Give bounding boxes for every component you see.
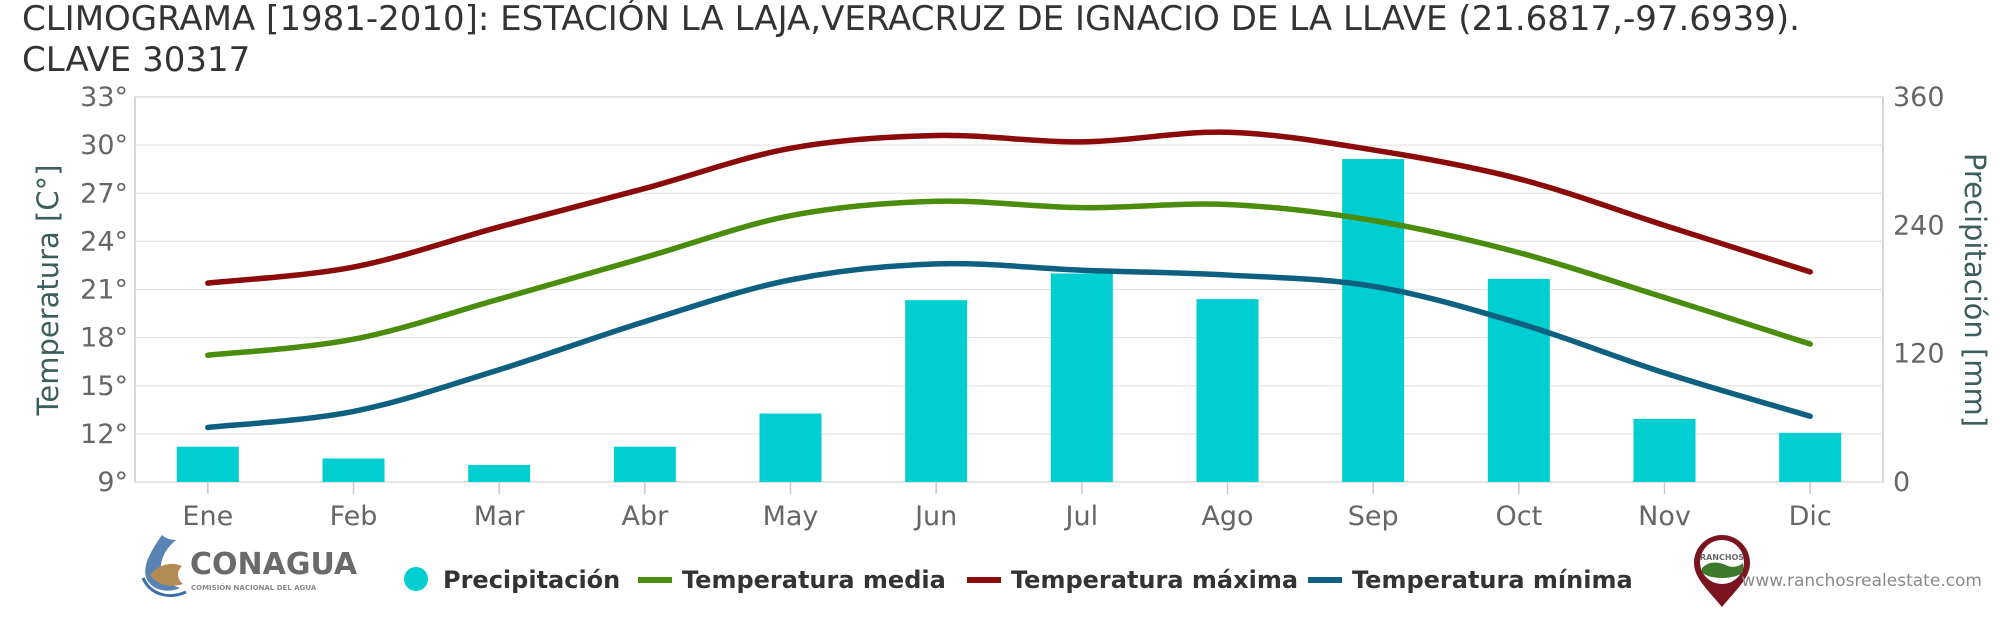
precipitation-bar: [1487, 278, 1550, 482]
legend-label-temperatura-maxima: Temperatura máxima: [1011, 566, 1298, 594]
y-axis-right-title: Precipitación [mm]: [1958, 153, 1992, 427]
conagua-subtitle: COMISIÓN NACIONAL DEL AGUA: [191, 583, 317, 592]
precipitation-bar: [1633, 418, 1696, 482]
y-left-tick-label: 12°: [80, 419, 128, 450]
y-right-tick-label: 0: [1893, 467, 1910, 498]
ranchos-mark: RANCHOS: [1700, 553, 1744, 562]
precipitation-bar: [1342, 159, 1405, 482]
legend-label-precipitacion: Precipitación: [443, 566, 620, 594]
precipitation-bar: [905, 300, 968, 482]
legend-label-temperatura-minima: Temperatura mínima: [1352, 566, 1633, 594]
chart-title-line2: CLAVE 30317: [22, 40, 250, 80]
x-tick-label: Feb: [330, 501, 378, 532]
y-left-tick-label: 24°: [80, 226, 128, 257]
legend-item-precipitacion[interactable]: Precipitación: [404, 566, 620, 594]
legend-label-temperatura-media: Temperatura media: [682, 566, 946, 594]
precipitation-bars: [176, 159, 1842, 482]
y-left-tick-label: 27°: [80, 178, 128, 209]
legend: Precipitación Temperatura media Temperat…: [404, 566, 1633, 594]
y-left-tick-label: 33°: [80, 82, 128, 113]
left-axis-ticks: 9° 12° 15° 18° 21° 24° 27° 30° 33°: [80, 82, 128, 498]
x-tick-label: Jul: [1064, 501, 1099, 532]
precipitation-legend-marker: [404, 567, 428, 591]
y-left-tick-label: 9°: [97, 467, 128, 498]
x-tick-label: Sep: [1348, 501, 1399, 532]
legend-item-temperatura-minima[interactable]: Temperatura mínima: [1308, 566, 1633, 594]
x-tick-label: Abr: [621, 501, 669, 532]
conagua-logo: CONAGUA COMISIÓN NACIONAL DEL AGUA: [141, 535, 358, 597]
x-axis-ticks: Ene Feb Mar Abr May Jun Jul Ago Sep Oct Nov Dic: [182, 482, 1832, 532]
precipitation-bar: [1196, 299, 1259, 482]
y-left-tick-label: 15°: [80, 371, 128, 402]
temperatura-maxima-line: [205, 129, 1813, 286]
precipitation-bar: [468, 464, 531, 482]
temperature-lines: [205, 129, 1813, 431]
ranchos-logo: RANCHOS: [1694, 535, 1750, 607]
x-tick-label: Jun: [913, 501, 957, 532]
legend-item-temperatura-maxima[interactable]: Temperatura máxima: [967, 566, 1298, 594]
y-right-tick-label: 120: [1893, 339, 1945, 370]
right-axis-ticks: 0 120 240 360: [1893, 82, 1945, 498]
legend-item-temperatura-media[interactable]: Temperatura media: [638, 566, 946, 594]
x-tick-label: Ago: [1201, 501, 1253, 532]
x-tick-label: Dic: [1789, 501, 1832, 532]
conagua-eagle-icon: [150, 563, 183, 586]
x-tick-label: Ene: [182, 501, 233, 532]
x-tick-label: Nov: [1638, 501, 1691, 532]
temperatura-media-line: [205, 198, 1813, 359]
x-tick-label: May: [763, 501, 819, 532]
precipitation-bar: [1779, 432, 1842, 482]
precipitation-bar: [613, 446, 676, 482]
x-tick-label: Mar: [474, 501, 526, 532]
precipitation-bar: [1050, 273, 1113, 482]
precipitation-bar: [176, 446, 239, 482]
gridlines: [135, 96, 1883, 483]
y-left-tick-label: 30°: [80, 130, 128, 161]
x-tick-label: Oct: [1495, 501, 1542, 532]
conagua-name: CONAGUA: [190, 547, 358, 582]
y-right-tick-label: 240: [1893, 210, 1945, 241]
y-left-tick-label: 18°: [80, 323, 128, 354]
chart-title-line1: CLIMOGRAMA [1981-2010]: ESTACIÓN LA LAJA…: [22, 0, 1800, 39]
precipitation-bar: [759, 413, 822, 482]
y-left-tick-label: 21°: [80, 275, 128, 306]
y-axis-left-title: Temperatura [C°]: [31, 165, 65, 417]
temperatura-minima-line: [205, 260, 1813, 431]
y-right-tick-label: 360: [1893, 82, 1945, 113]
website-url[interactable]: www.ranchosrealestate.com: [1741, 571, 1982, 591]
precipitation-bar: [322, 458, 385, 482]
